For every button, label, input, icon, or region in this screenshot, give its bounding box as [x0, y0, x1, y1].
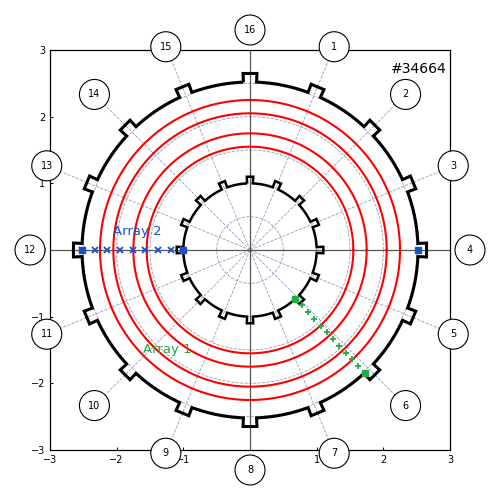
- Text: 2: 2: [402, 90, 408, 100]
- Text: 9: 9: [162, 448, 169, 458]
- Text: 1: 1: [331, 42, 338, 51]
- Text: 14: 14: [88, 90, 101, 100]
- Text: 3: 3: [450, 161, 456, 171]
- Text: Array 1: Array 1: [144, 344, 192, 356]
- Text: 16: 16: [244, 25, 256, 35]
- Text: 5: 5: [450, 329, 456, 339]
- Text: 13: 13: [40, 161, 53, 171]
- Text: 8: 8: [247, 465, 253, 475]
- Text: Array 2: Array 2: [114, 226, 162, 238]
- Text: #34664: #34664: [391, 62, 446, 76]
- Text: 11: 11: [40, 329, 53, 339]
- Text: 4: 4: [467, 245, 473, 255]
- Text: 15: 15: [160, 42, 172, 51]
- Text: 12: 12: [24, 245, 36, 255]
- Text: 10: 10: [88, 400, 101, 410]
- Text: 7: 7: [331, 448, 338, 458]
- Text: 6: 6: [402, 400, 408, 410]
